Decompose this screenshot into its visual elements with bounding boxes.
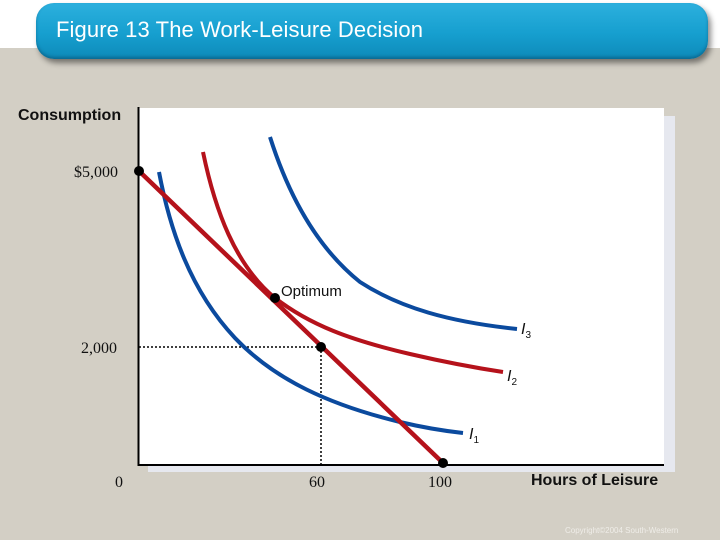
x-tick-100: 100 (428, 474, 452, 491)
indifference-curve-i3 (268, 136, 518, 331)
x-tick-60: 60 (309, 474, 325, 491)
budget-constraint-line (137, 169, 445, 465)
curve-label-i3: I3 (521, 321, 532, 342)
plot-area (138, 108, 664, 464)
curve-label-i2: I2 (507, 368, 518, 389)
x-tick-0: 0 (115, 474, 123, 491)
indifference-curve-i2 (201, 151, 504, 374)
y-axis-label: Consumption (18, 107, 122, 124)
y-tick-2000: 2,000 (81, 340, 117, 357)
point-max-leisure (438, 458, 448, 468)
curve-label-i1: I1 (469, 426, 480, 447)
point-max-consumption (134, 166, 144, 176)
point-optimum (270, 293, 280, 303)
title-bar: Figure 13 The Work-Leisure Decision (36, 3, 708, 59)
optimum-label: Optimum (281, 283, 342, 300)
point-60-2000 (316, 342, 326, 352)
copyright-notice: Copyright©2004 South-Western (565, 526, 679, 535)
x-axis-label: Hours of Leisure (531, 472, 659, 489)
slide-title: Figure 13 The Work-Leisure Decision (56, 17, 424, 42)
y-tick-5000: $5,000 (74, 164, 118, 181)
indifference-curve-i1 (157, 171, 464, 435)
